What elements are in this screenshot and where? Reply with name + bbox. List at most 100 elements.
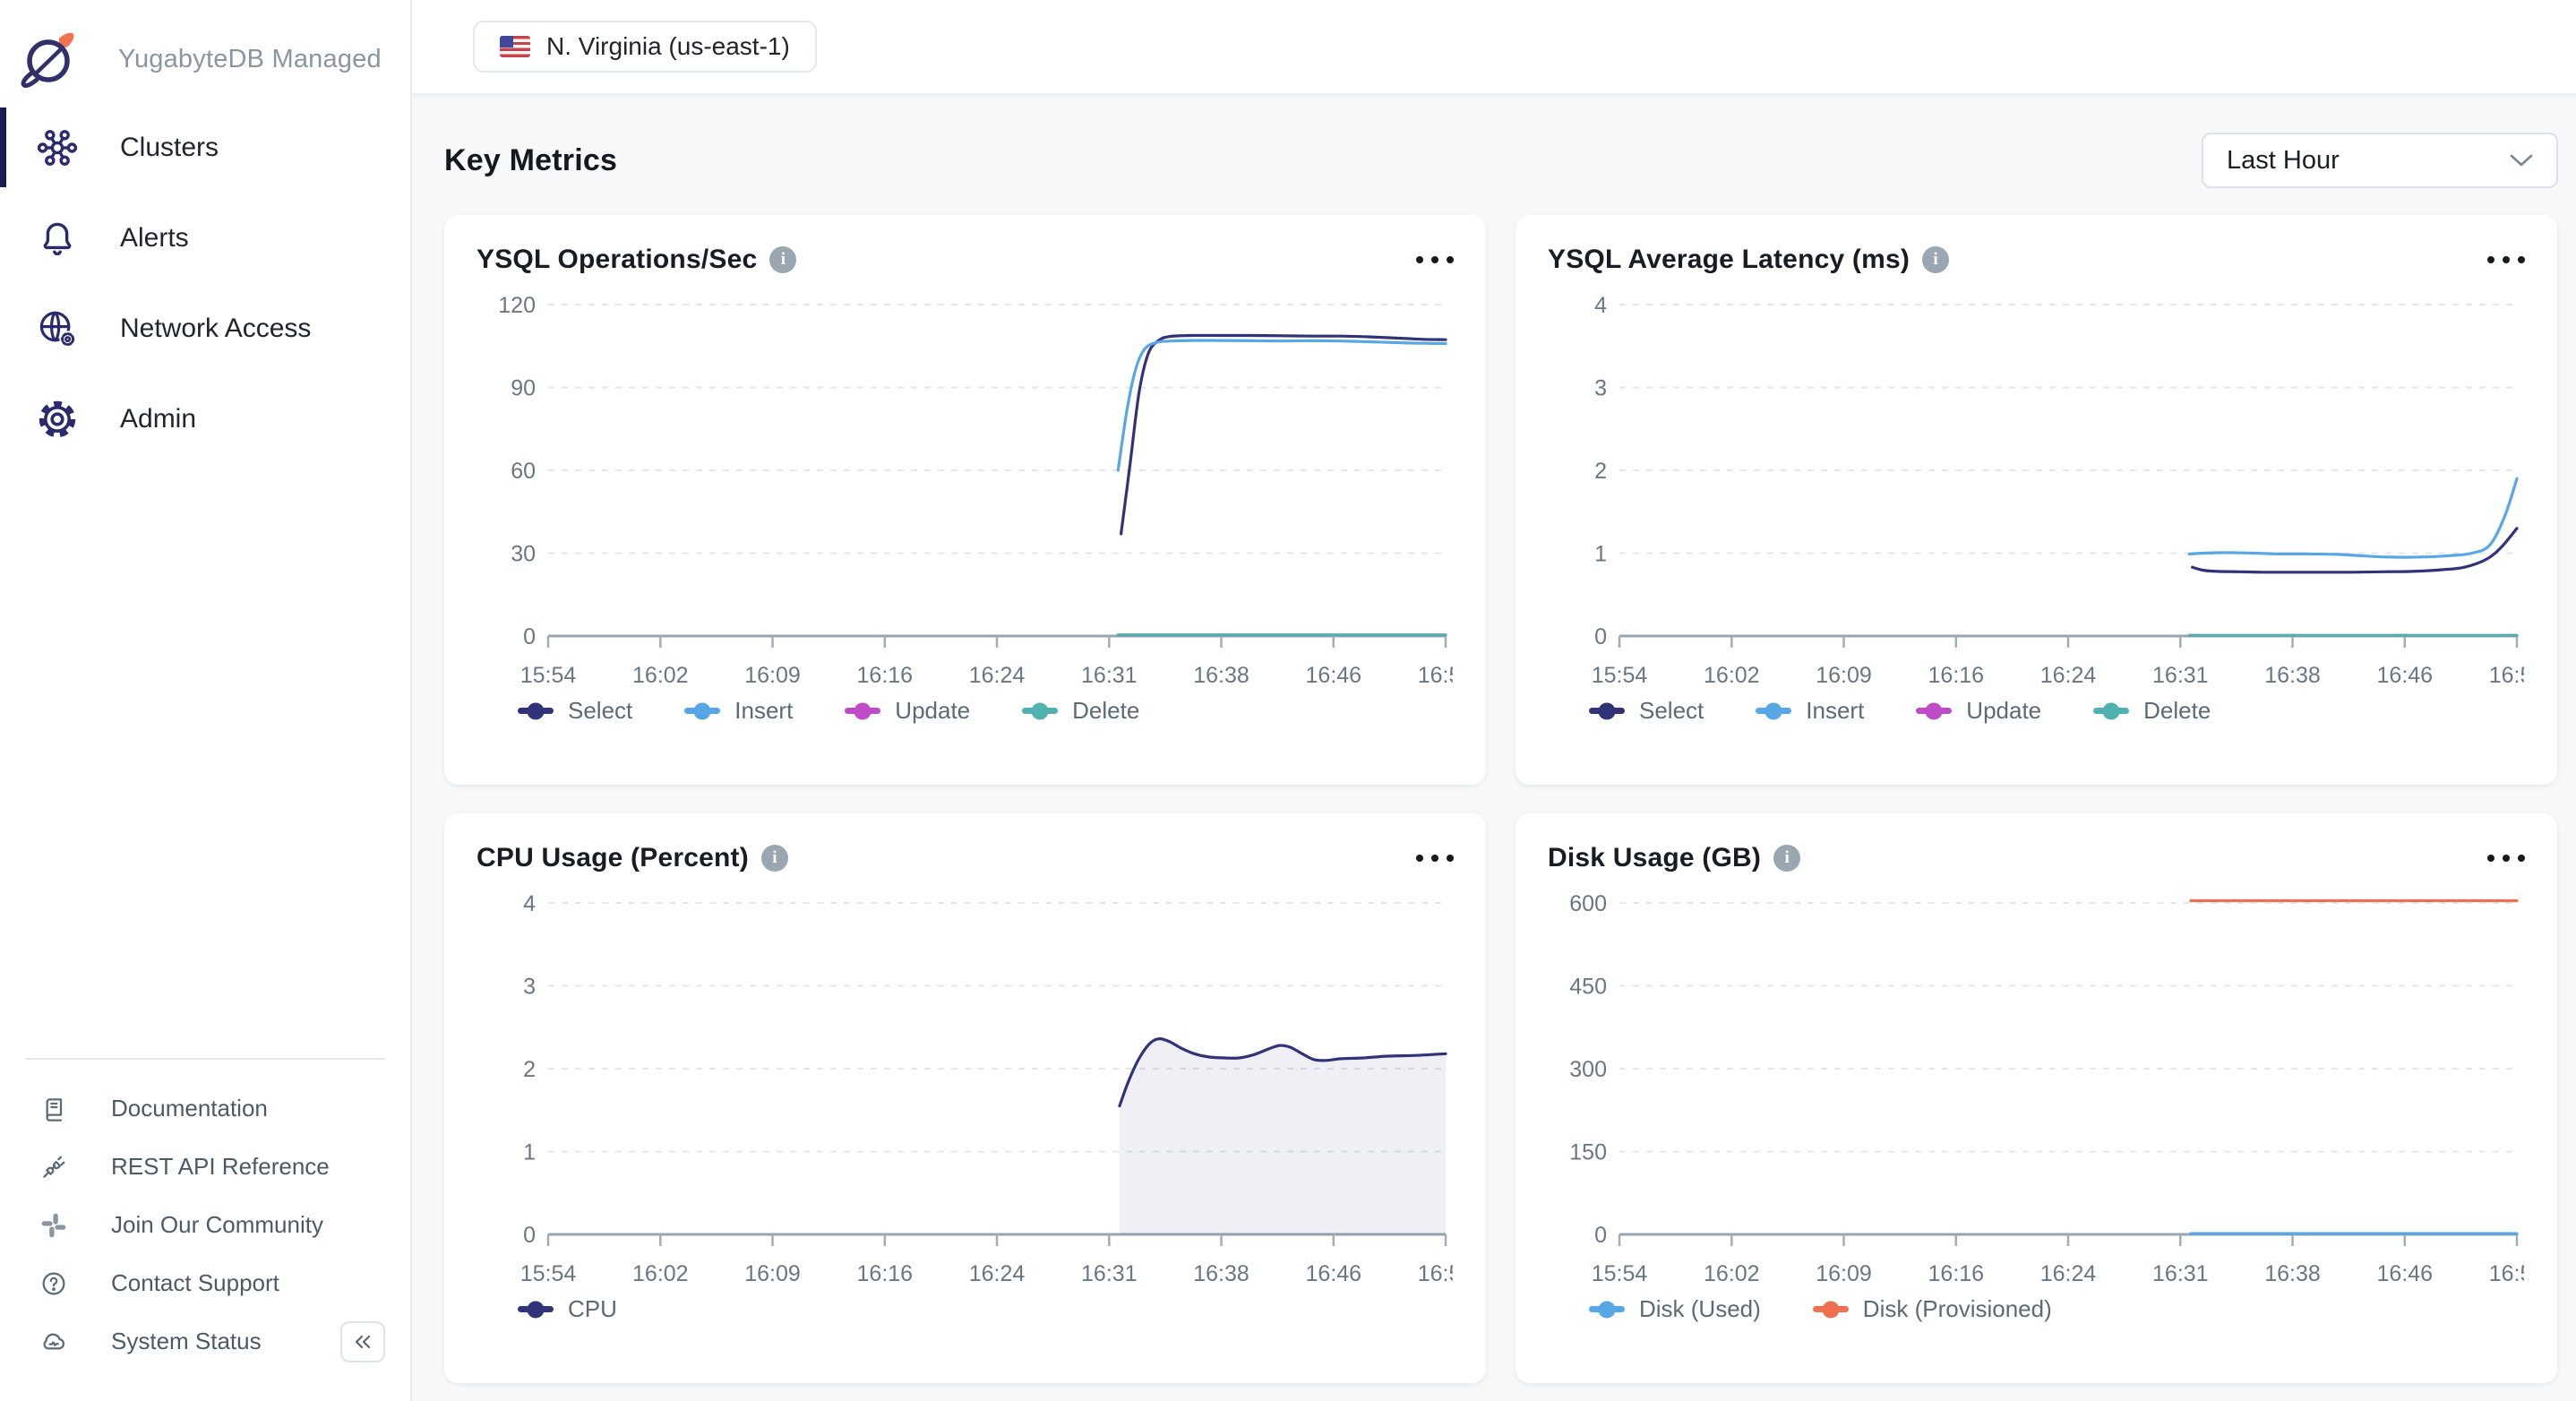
svg-text:16:02: 16:02 (1704, 1261, 1760, 1286)
svg-text:16:38: 16:38 (2264, 663, 2321, 688)
legend-item-delete[interactable]: Delete (2093, 697, 2211, 725)
info-icon[interactable] (760, 845, 788, 872)
sidebar-item-clusters[interactable]: Clusters (0, 102, 410, 193)
svg-text:16:24: 16:24 (2040, 663, 2097, 688)
sidebar-item-system-status[interactable]: System Status (0, 1312, 410, 1371)
legend-marker-icon (518, 708, 554, 714)
info-icon[interactable] (769, 246, 797, 273)
legend-marker-icon (1589, 1306, 1625, 1312)
kebab-menu-button[interactable] (2486, 251, 2527, 269)
svg-text:16:16: 16:16 (1928, 663, 1985, 688)
info-icon[interactable] (1773, 845, 1801, 872)
main-area: N. Virginia (us-east-1) Key Metrics Last… (412, 0, 2576, 1401)
sidebar-item-join-our-community[interactable]: Join Our Community (0, 1196, 410, 1254)
legend-item-delete[interactable]: Delete (1022, 697, 1139, 725)
chart-title: YSQL Average Latency (ms) (1548, 245, 1911, 274)
chart-legend: Select Insert Update Delete (477, 697, 1455, 725)
info-icon[interactable] (1922, 246, 1950, 273)
help-circle-icon (42, 1272, 65, 1294)
legend-marker-icon (845, 708, 881, 714)
sidebar-item-network-access[interactable]: Network Access (0, 283, 410, 374)
sidebar-item-documentation[interactable]: Documentation (0, 1079, 410, 1138)
page-title: Key Metrics (444, 142, 618, 177)
svg-text:4: 4 (1594, 293, 1607, 318)
ysql-latency-chart: 0 1 2 3 4 15:54 16:02 16:09 16:16 16:24 16:31 16:38… (1592, 293, 2524, 688)
time-range-select[interactable]: Last Hour (2202, 133, 2558, 188)
svg-text:16:54: 16:54 (1418, 1261, 1453, 1286)
svg-text:16:31: 16:31 (2152, 663, 2209, 688)
svg-text:0: 0 (523, 624, 536, 649)
legend-label: Select (568, 697, 633, 724)
svg-text:120: 120 (498, 293, 536, 318)
chevron-down-icon (2510, 154, 2533, 167)
sidebar-item-label: Admin (120, 403, 197, 434)
slack-icon (41, 1213, 66, 1237)
svg-text:16:46: 16:46 (1306, 1261, 1362, 1286)
legend-item-update[interactable]: Update (845, 697, 970, 725)
svg-text:16:24: 16:24 (969, 1261, 1026, 1286)
svg-text:16:31: 16:31 (1081, 1261, 1138, 1286)
sidebar-item-label: System Status (111, 1328, 262, 1354)
sidebar-nav: Clusters Alerts Netwo (0, 102, 410, 464)
legend-label: Insert (1806, 697, 1865, 724)
sidebar-item-label: Documentation (111, 1095, 268, 1122)
ysql-operations-chart: 0 30 60 90 120 15:54 16:02 16:09 16:16 16:24 16:31… (498, 293, 1453, 688)
sidebar: YugabyteDB Managed Clusters (0, 0, 412, 1401)
svg-text:1: 1 (1594, 542, 1607, 567)
legend-marker-icon (1756, 708, 1792, 714)
sidebar-item-alerts[interactable]: Alerts (0, 193, 410, 283)
chart-legend: Select Insert Update Delete (1548, 697, 2527, 725)
legend-item-disk-used[interactable]: Disk (Used) (1589, 1295, 1761, 1323)
legend-item-select[interactable]: Select (1589, 697, 1704, 725)
svg-text:16:46: 16:46 (2377, 1261, 2434, 1286)
svg-text:4: 4 (523, 891, 536, 916)
clusters-icon (37, 129, 78, 166)
sidebar-item-rest-api-reference[interactable]: REST API Reference (0, 1138, 410, 1196)
legend-item-disk-provisioned[interactable]: Disk (Provisioned) (1812, 1295, 2052, 1323)
legend-marker-icon (1022, 708, 1059, 714)
sidebar-item-label: Join Our Community (111, 1211, 323, 1238)
sidebar-item-contact-support[interactable]: Contact Support (0, 1254, 410, 1312)
metrics-grid: YSQL Operations/Sec 030609012015:5416:02… (444, 215, 2558, 1383)
legend-marker-icon (1589, 708, 1625, 714)
svg-text:16:16: 16:16 (857, 1261, 914, 1286)
svg-text:16:02: 16:02 (632, 1261, 689, 1286)
card-title-row: YSQL Average Latency (ms) (1548, 240, 2527, 279)
legend-label: Insert (734, 697, 794, 724)
legend-marker-icon (684, 708, 721, 714)
region-chip[interactable]: N. Virginia (us-east-1) (473, 21, 817, 73)
svg-text:16:46: 16:46 (2377, 663, 2434, 688)
svg-text:16:54: 16:54 (2489, 663, 2524, 688)
card-title-row: Disk Usage (GB) (1548, 838, 2527, 878)
legend-item-insert[interactable]: Insert (1756, 697, 1864, 725)
kebab-menu-button[interactable] (2486, 849, 2527, 867)
kebab-menu-button[interactable] (1414, 849, 1455, 867)
topbar: N. Virginia (us-east-1) (412, 0, 2576, 95)
chart-card-ysql-latency: YSQL Average Latency (ms) 0 1 2 3 4 15:54 16:0… (1516, 215, 2557, 785)
globe-gear-icon (39, 311, 76, 348)
svg-text:16:16: 16:16 (1928, 1261, 1985, 1286)
legend-label: Update (1966, 697, 2042, 724)
legend-label: Disk (Provisioned) (1862, 1295, 2052, 1322)
svg-text:16:24: 16:24 (2040, 1261, 2097, 1286)
sidebar-collapse-button[interactable] (340, 1320, 385, 1362)
api-plug-icon (43, 1156, 65, 1178)
svg-text:3: 3 (523, 975, 536, 1000)
svg-text:3: 3 (1594, 376, 1607, 401)
svg-text:15:54: 15:54 (520, 663, 577, 688)
svg-text:16:02: 16:02 (1704, 663, 1760, 688)
kebab-menu-button[interactable] (1414, 251, 1455, 269)
legend-marker-icon (1916, 708, 1953, 714)
legend-item-update[interactable]: Update (1916, 697, 2041, 725)
svg-text:150: 150 (1569, 1140, 1607, 1165)
svg-text:16:54: 16:54 (1418, 663, 1453, 688)
svg-text:16:24: 16:24 (969, 663, 1026, 688)
legend-item-insert[interactable]: Insert (684, 697, 793, 725)
chart-card-disk-usage: Disk Usage (GB) 0 150 300 450 600 15:54 16:02 1… (1516, 813, 2557, 1383)
sidebar-item-admin[interactable]: Admin (0, 374, 410, 464)
legend-item-select[interactable]: Select (518, 697, 632, 725)
legend-item-cpu[interactable]: CPU (518, 1295, 617, 1323)
legend-label: Delete (2143, 697, 2211, 724)
svg-text:16:09: 16:09 (1816, 1261, 1872, 1286)
svg-text:16:02: 16:02 (632, 663, 689, 688)
